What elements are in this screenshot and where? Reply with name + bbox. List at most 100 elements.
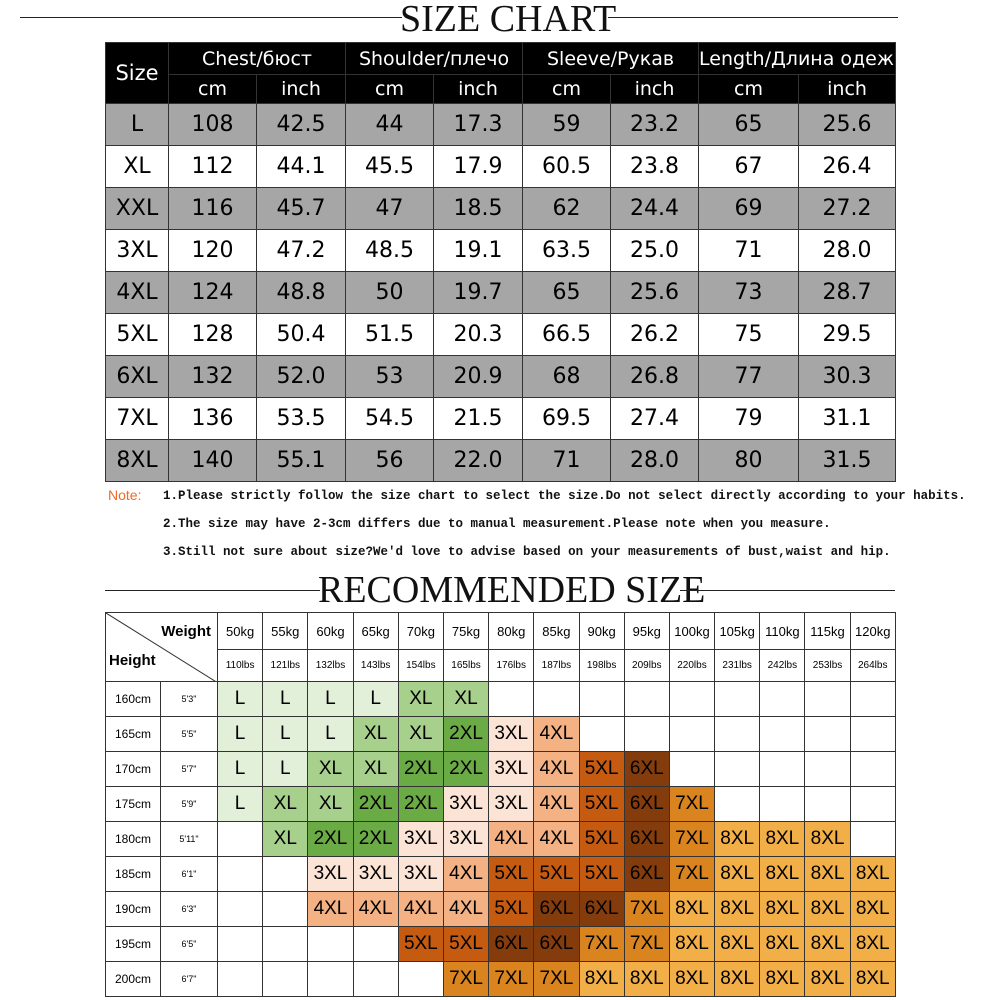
weight-kg: 55kg xyxy=(262,612,309,650)
weight-kg: 105kg xyxy=(714,612,761,650)
weight-kg: 120kg xyxy=(849,612,896,650)
measure-cell: 25.6 xyxy=(610,271,700,314)
size-cell: 5XL xyxy=(578,786,625,822)
size-cell: 4XL xyxy=(533,751,580,787)
weight-lbs: 264lbs xyxy=(849,649,896,682)
measure-cell: 44 xyxy=(345,103,435,146)
measure-cell: 69.5 xyxy=(522,397,612,440)
note-item: 2.The size may have 2-3cm differs due to… xyxy=(163,517,831,531)
empty-cell xyxy=(804,751,851,787)
measure-cell: 80 xyxy=(698,439,800,482)
measure-cell: 25.0 xyxy=(610,229,700,272)
size-cell: 4XL xyxy=(488,821,535,857)
weight-lbs: 165lbs xyxy=(442,649,490,682)
empty-cell xyxy=(216,961,264,997)
size-cell: 6XL xyxy=(623,786,670,822)
height-row: 180cm 5'11" XL 2XL 2XL 3XL 3XL 4XL 4XL 5XL 6XL 7XL 8… xyxy=(105,821,896,857)
size-header: Size xyxy=(105,42,169,104)
measure-cell: 132 xyxy=(168,355,257,398)
size-cell: 8XL xyxy=(804,856,851,892)
measure-cell: 120 xyxy=(168,229,257,272)
measure-cell: 45.7 xyxy=(255,187,347,230)
size-cell: XL xyxy=(397,681,444,717)
empty-cell xyxy=(849,786,896,822)
recommended-title: RECOMMENDED SIZE xyxy=(318,569,706,611)
size-cell: 4XL xyxy=(307,891,354,927)
size-cell: 5XL xyxy=(105,313,169,356)
size-cell: 3XL xyxy=(105,229,169,272)
size-cell: 2XL xyxy=(442,716,490,752)
height-ft: 5'11" xyxy=(160,821,218,857)
measure-cell: 52.0 xyxy=(255,355,347,398)
measure-cell: 67 xyxy=(698,145,800,188)
measure-cell: 28.0 xyxy=(798,229,897,272)
empty-cell xyxy=(849,751,896,787)
measure-cell: 27.4 xyxy=(610,397,700,440)
size-cell: 8XL xyxy=(668,961,716,997)
measure-cell: 29.5 xyxy=(798,313,897,356)
size-cell: 8XL xyxy=(714,891,761,927)
size-cell: 8XL xyxy=(804,961,851,997)
measure-cell: 50 xyxy=(345,271,435,314)
size-cell: 2XL xyxy=(352,786,399,822)
height-ft: 6'7" xyxy=(160,961,218,997)
size-row: XL 112 44.1 45.5 17.9 60.5 23.8 67 26.4 xyxy=(105,145,897,188)
measure-cell: 63.5 xyxy=(522,229,612,272)
empty-cell xyxy=(714,786,761,822)
size-cell: L xyxy=(307,681,354,717)
height-cm: 200cm xyxy=(105,961,161,997)
unit-header: inch xyxy=(255,74,347,104)
measure-cell: 30.3 xyxy=(798,355,897,398)
size-cell: XL xyxy=(442,681,490,717)
size-row: 5XL 128 50.4 51.5 20.3 66.5 26.2 75 29.5 xyxy=(105,313,897,356)
weight-lbs: 242lbs xyxy=(759,649,806,682)
diagonal xyxy=(106,613,215,681)
height-ft: 5'7" xyxy=(160,751,218,787)
empty-cell xyxy=(352,961,399,997)
height-ft: 6'1" xyxy=(160,856,218,892)
size-cell: 2XL xyxy=(397,786,444,822)
size-row: 8XL 140 55.1 56 22.0 71 28.0 80 31.5 xyxy=(105,439,897,482)
height-cm: 165cm xyxy=(105,716,161,752)
empty-cell xyxy=(804,716,851,752)
size-row: L 108 42.5 44 17.3 59 23.2 65 25.6 xyxy=(105,103,897,146)
size-cell: L xyxy=(262,681,309,717)
size-cell: XL xyxy=(262,786,309,822)
size-cell: 8XL xyxy=(759,961,806,997)
height-ft: 5'3" xyxy=(160,681,218,717)
lbs-row: 110lbs 121lbs 132lbs 143lbs 154lbs 165lbs 176l… xyxy=(106,649,896,682)
empty-cell xyxy=(307,926,354,962)
size-cell: 4XL xyxy=(533,786,580,822)
measure-cell: 116 xyxy=(168,187,257,230)
measure-cell: 26.8 xyxy=(610,355,700,398)
empty-cell xyxy=(262,961,309,997)
empty-cell xyxy=(307,961,354,997)
empty-cell xyxy=(759,716,806,752)
measure-cell: 53.5 xyxy=(255,397,347,440)
empty-cell xyxy=(849,716,896,752)
size-row: 3XL 120 47.2 48.5 19.1 63.5 25.0 71 28.0 xyxy=(105,229,897,272)
empty-cell xyxy=(533,681,580,717)
measure-cell: 50.4 xyxy=(255,313,347,356)
height-cm: 160cm xyxy=(105,681,161,717)
measure-cell: 25.6 xyxy=(798,103,897,146)
weight-lbs: 121lbs xyxy=(262,649,309,682)
size-cell: 3XL xyxy=(352,856,399,892)
empty-cell xyxy=(849,821,896,857)
weight-lbs: 110lbs xyxy=(216,649,264,682)
height-cm: 190cm xyxy=(105,891,161,927)
size-cell: 2XL xyxy=(307,821,354,857)
size-cell: XL xyxy=(307,786,354,822)
size-cell: 2XL xyxy=(352,821,399,857)
size-cell: 2XL xyxy=(442,751,490,787)
size-cell: L xyxy=(216,681,264,717)
size-cell: XL xyxy=(397,716,444,752)
measure-cell: 108 xyxy=(168,103,257,146)
size-cell: 8XL xyxy=(759,856,806,892)
size-cell: XL xyxy=(352,751,399,787)
size-cell: 6XL xyxy=(623,856,670,892)
size-cell: 8XL xyxy=(105,439,169,482)
size-cell: 6XL xyxy=(533,926,580,962)
height-row: 165cm 5'5" L L L XL XL 2XL 3XL 4XL xyxy=(105,716,896,752)
height-ft: 5'5" xyxy=(160,716,218,752)
